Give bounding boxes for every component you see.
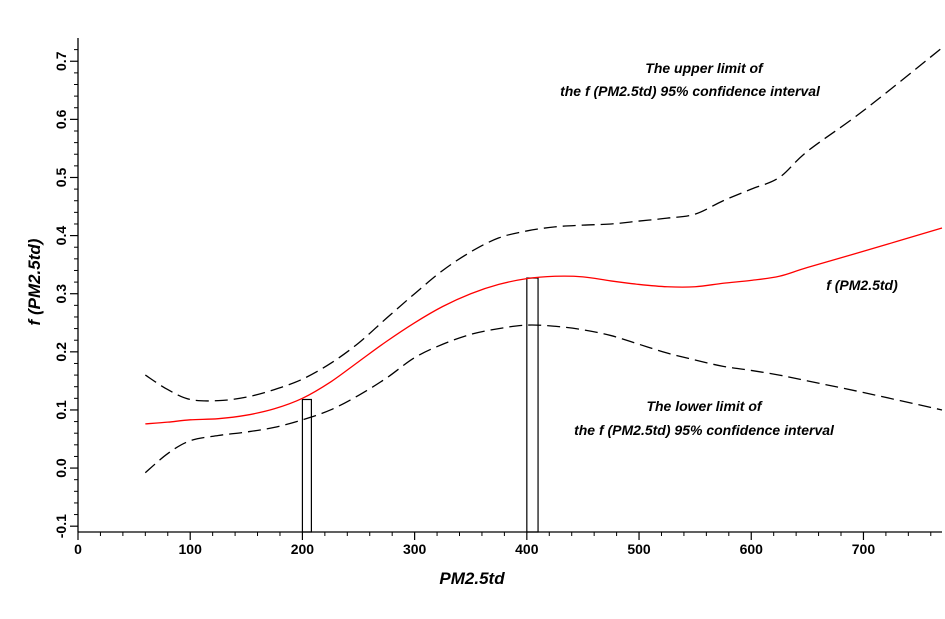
x-axis-title: PM2.5td (439, 569, 505, 588)
marker-bar (301, 398, 312, 533)
y-axis-title: f (PM2.5td) (25, 238, 44, 325)
x-tick-label: 400 (515, 541, 539, 557)
y-tick-label: 0.3 (53, 284, 69, 304)
x-tick-label: 300 (403, 541, 427, 557)
y-tick-label: 0.2 (53, 342, 69, 362)
axes (77, 38, 942, 533)
x-tick-label: 700 (852, 541, 876, 557)
x-tick-label: 100 (179, 541, 203, 557)
series-line-lower-limit (144, 324, 943, 474)
series-lines (144, 47, 943, 474)
marker-bar (526, 277, 539, 533)
annotation-lower-line2: the f (PM2.5td) 95% confidence interval (574, 422, 835, 438)
series-line-upper-limit (144, 47, 943, 402)
y-tick-label: 0.0 (53, 458, 69, 478)
y-tick-label: -0.1 (53, 514, 69, 538)
x-tick-label: 600 (740, 541, 764, 557)
series-line-f (145, 227, 943, 425)
annotation-upper-line1: The upper limit of (645, 60, 764, 76)
x-tick-label: 500 (627, 541, 651, 557)
ticks: 0 100 200 300 400 500 600 700 -0.1 0.0 0.1 0.2 0.3 0.… (53, 49, 932, 557)
x-tick-label: 200 (291, 541, 315, 557)
y-tick-label: 0.6 (53, 109, 69, 129)
y-tick-label: 0.5 (53, 168, 69, 188)
bars (301, 277, 539, 533)
x-tick-label: 0 (74, 541, 82, 557)
annotation-f-label: f (PM2.5td) (826, 277, 898, 293)
annotation-upper-line2: the f (PM2.5td) 95% confidence interval (560, 83, 821, 99)
y-tick-label: 0.4 (53, 226, 69, 246)
y-tick-label: 0.7 (53, 51, 69, 71)
y-tick-label: 0.1 (53, 400, 69, 420)
annotation-lower-line1: The lower limit of (646, 398, 762, 414)
